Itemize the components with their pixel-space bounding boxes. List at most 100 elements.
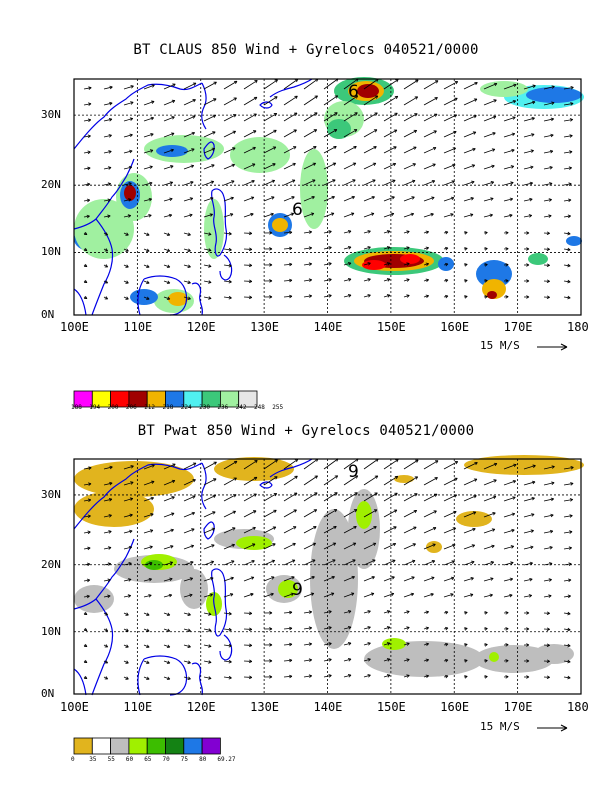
wind-arrowhead [412, 163, 416, 167]
wind-arrowhead [212, 114, 216, 119]
wind-arrowhead [570, 102, 574, 106]
wind-arrow [163, 660, 171, 664]
wind-arrowhead [546, 659, 550, 664]
wind-arrow [263, 593, 274, 598]
wind-arrow [463, 528, 476, 534]
wind-arrow [383, 196, 395, 202]
wind-arrowhead [308, 262, 313, 266]
wind-arrowhead [373, 146, 377, 150]
wind-arrow [123, 85, 134, 90]
wind-arrowhead [228, 295, 232, 300]
wind-arrowhead [308, 230, 313, 234]
wind-arrowhead [394, 492, 398, 496]
wind-arrowhead [187, 612, 191, 616]
longitude-label: 140E [313, 320, 343, 334]
wind-arrowhead [272, 543, 276, 547]
wind-arrowhead [551, 465, 555, 469]
wind-arrowhead [392, 162, 397, 167]
wind-arrowhead [386, 278, 391, 282]
wind-arrow [443, 180, 455, 186]
wind-arrowhead [569, 530, 573, 534]
wind-arrow [503, 84, 517, 90]
wind-arrow [263, 213, 274, 218]
wind-arrow [163, 132, 175, 138]
wind-arrowhead [314, 112, 318, 116]
wind-arrowhead [146, 248, 150, 252]
wind-arrowhead [332, 179, 336, 183]
wind-arrowhead [464, 231, 468, 235]
wind-arrow [123, 118, 133, 122]
wind-arrow [383, 593, 394, 598]
wind-arrow [383, 559, 396, 566]
wind-arrowhead [190, 544, 195, 548]
wind-arrowhead [567, 611, 571, 616]
wind-arrowhead [187, 660, 191, 664]
wind-arrow [123, 101, 134, 106]
wind-arrowhead [464, 643, 468, 647]
wind-arrowhead [171, 496, 175, 500]
wind-arrow [523, 481, 536, 486]
wind-arrowhead [472, 147, 476, 152]
wind-arrowhead [512, 100, 517, 104]
wind-arrowhead [425, 658, 429, 663]
wind-arrow [163, 676, 171, 680]
wind-arrowhead [83, 295, 88, 300]
wind-arrow [343, 179, 356, 186]
wind-arrowhead [392, 179, 396, 183]
wind-arrow [143, 117, 154, 122]
wind-arrow [243, 130, 257, 138]
wind-arrow [183, 181, 194, 186]
wind-arrow [103, 102, 113, 106]
wind-arrow [383, 79, 399, 90]
wind-arrowhead [434, 493, 438, 497]
wind-arrow [323, 526, 337, 534]
wind-arrowhead [414, 476, 419, 480]
wind-arrowhead [529, 197, 533, 202]
cloud-shading [300, 149, 328, 229]
wind-arrowhead [328, 658, 332, 662]
wind-arrowhead [150, 133, 154, 137]
wind-arrow [183, 561, 194, 566]
wind-arrowhead [87, 134, 91, 139]
panel-2-map: 99 [73, 455, 584, 696]
wind-arrowhead [568, 562, 572, 566]
wind-arrowhead [228, 675, 232, 680]
wind-arrow [383, 526, 397, 534]
cloud-shading [438, 257, 454, 271]
longitude-label: 150E [376, 700, 406, 714]
wind-arrowhead [452, 543, 456, 548]
wind-arrowhead [434, 477, 438, 481]
wind-arrowhead [272, 526, 277, 530]
longitude-label: 180 [567, 700, 589, 714]
wind-arrow [203, 213, 213, 218]
wind-arrowhead [472, 511, 477, 515]
wind-arrow [183, 577, 193, 582]
longitude-label: 180 [567, 320, 589, 334]
wind-arrow [503, 116, 516, 122]
wind-arrowhead [386, 294, 391, 298]
wind-arrowhead [549, 529, 554, 534]
wind-arrowhead [208, 264, 212, 268]
wind-arrowhead [425, 294, 429, 299]
colorbar-tick-label: 69.27 [217, 756, 236, 763]
wind-arrow [203, 577, 214, 582]
wind-arrowhead [127, 594, 132, 598]
wind-arrowhead [108, 150, 112, 154]
wind-arrowhead [149, 165, 153, 169]
wind-arrow [303, 526, 317, 534]
wind-arrow [83, 515, 91, 518]
wind-arrowhead [312, 162, 317, 166]
wind-arrow [163, 545, 174, 550]
wind-arrowhead [125, 232, 129, 236]
cloud-shading [230, 137, 290, 173]
wind-arrow [223, 628, 232, 631]
longitude-label: 130E [250, 320, 280, 334]
wind-arrow [283, 163, 296, 170]
wind-arrow [423, 560, 435, 566]
wind-arrowhead [87, 118, 92, 122]
latitude-label: 20N [41, 178, 61, 192]
wind-arrowhead [228, 231, 232, 236]
wind-arrowhead [334, 112, 338, 116]
wind-arrowhead [510, 561, 514, 565]
wind-arrowhead [350, 592, 355, 596]
